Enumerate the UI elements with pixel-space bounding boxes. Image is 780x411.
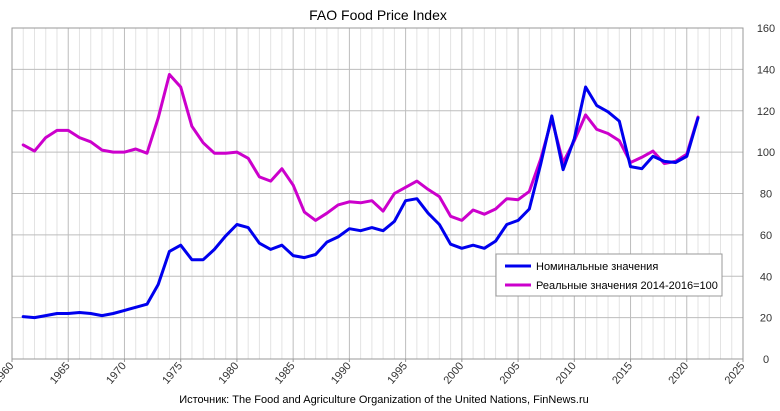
y-tick-label: 120 bbox=[757, 106, 775, 118]
y-axis-ticks: 0 20 40 60 80 100 120 140 160 bbox=[757, 23, 775, 366]
source-note: Источник: The Food and Agriculture Organ… bbox=[179, 394, 589, 406]
y-tick-label: 100 bbox=[757, 147, 775, 159]
legend-label-nominal: Номинальные значения bbox=[536, 261, 658, 273]
legend: Номинальные значения Реальные значения 2… bbox=[495, 253, 723, 297]
series-line-nominal bbox=[21, 85, 700, 320]
y-tick-label: 40 bbox=[760, 271, 772, 283]
series-lines bbox=[21, 73, 700, 320]
grid bbox=[12, 28, 743, 359]
y-tick-label: 0 bbox=[763, 354, 769, 366]
legend-box bbox=[495, 253, 723, 297]
y-tick-label: 20 bbox=[760, 313, 772, 325]
y-tick-label: 160 bbox=[757, 23, 775, 35]
series-line-real bbox=[21, 73, 700, 222]
y-tick-label: 140 bbox=[757, 64, 775, 76]
chart-title: FAO Food Price Index bbox=[309, 7, 447, 23]
legend-label-real: Реальные значения 2014-2016=100 bbox=[536, 280, 718, 292]
plot-area-border bbox=[11, 27, 744, 360]
y-tick-label: 60 bbox=[760, 230, 772, 242]
y-tick-label: 80 bbox=[760, 189, 772, 201]
